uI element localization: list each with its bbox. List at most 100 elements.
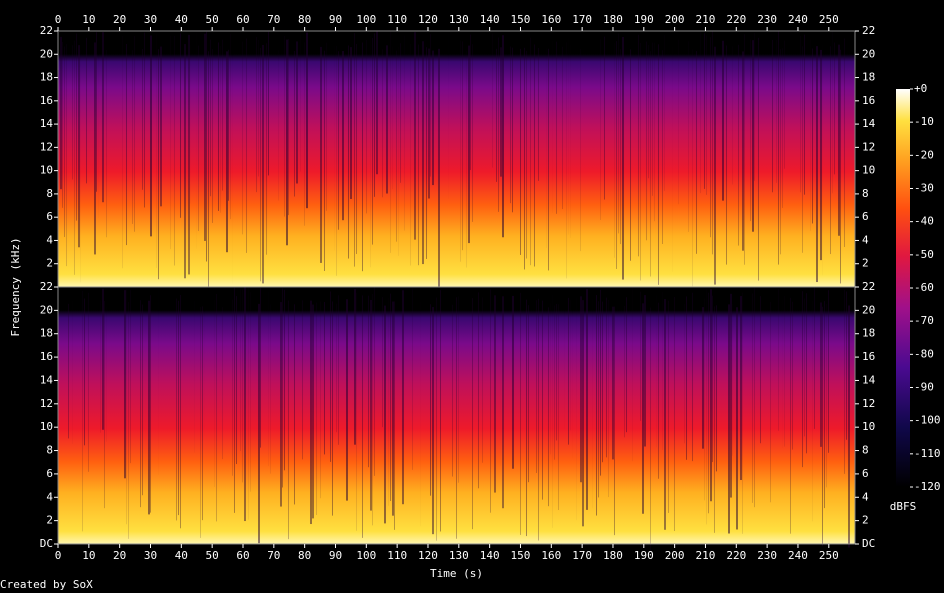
spectral-texture	[620, 49, 621, 245]
spectral-texture	[754, 33, 755, 181]
spectral-texture	[650, 51, 651, 277]
y-tick-label: 22	[40, 24, 53, 37]
spectral-texture	[846, 291, 847, 440]
spectral-texture	[96, 32, 97, 192]
spectral-texture	[440, 290, 441, 532]
y-tick-label: 12	[40, 140, 53, 153]
spectral-texture	[398, 46, 399, 256]
spectral-texture	[102, 32, 104, 203]
spectral-texture	[500, 47, 502, 177]
spectral-texture	[538, 298, 539, 541]
spectral-texture	[304, 42, 305, 226]
x-tick-label: 20	[113, 549, 126, 562]
spectral-texture	[268, 292, 269, 466]
spectral-texture	[336, 45, 337, 276]
spectral-texture	[122, 35, 123, 269]
spectral-texture	[88, 292, 89, 472]
spectral-texture	[228, 49, 229, 201]
spectral-texture	[72, 45, 73, 180]
y-tick-label: 14	[40, 117, 54, 130]
spectral-texture	[404, 35, 405, 231]
spectral-texture	[382, 297, 383, 428]
spectral-texture	[530, 37, 531, 266]
spectral-texture	[342, 50, 344, 221]
x-tick-label: 160	[541, 549, 561, 562]
spectral-texture	[244, 287, 246, 522]
spectral-texture	[76, 33, 77, 221]
spectral-texture	[534, 44, 535, 267]
spectral-texture	[638, 34, 639, 257]
spectral-texture	[222, 307, 223, 460]
spectral-texture	[678, 39, 679, 205]
spectral-texture	[250, 292, 251, 492]
spectral-texture	[830, 46, 831, 255]
y-tick-label: 2	[862, 514, 869, 527]
spectral-texture	[130, 290, 131, 464]
spectral-texture	[382, 49, 383, 198]
spectral-texture	[750, 39, 751, 222]
spectral-texture	[206, 31, 207, 262]
y-tick-label: 6	[46, 210, 53, 223]
spectral-texture	[392, 46, 393, 190]
spectral-texture	[604, 36, 605, 200]
spectral-texture	[550, 303, 551, 455]
spectral-texture	[614, 42, 615, 258]
spectral-texture	[220, 46, 221, 213]
spectral-texture	[126, 289, 127, 525]
spectral-texture	[810, 39, 811, 231]
spectral-texture	[752, 293, 753, 503]
y-tick-label: 8	[46, 444, 53, 457]
spectral-texture	[216, 293, 217, 522]
spectral-texture	[140, 300, 141, 508]
colorbar-label: dBFS	[890, 500, 917, 513]
spectral-texture	[422, 41, 424, 265]
colorbar-tick-label: -60	[914, 281, 934, 294]
spectral-texture	[256, 36, 257, 193]
spectral-texture	[204, 300, 205, 436]
spectral-texture	[288, 300, 289, 540]
spectral-texture	[608, 299, 609, 498]
spectral-texture	[222, 39, 223, 191]
spectral-texture	[742, 51, 744, 251]
y-tick-label: 8	[46, 187, 53, 200]
spectral-texture	[432, 50, 434, 186]
spectral-texture	[334, 46, 335, 251]
spectral-texture	[658, 44, 659, 285]
spectral-texture	[262, 44, 264, 284]
spectral-texture	[644, 295, 646, 447]
spectral-texture	[194, 301, 195, 453]
spectral-texture	[294, 304, 295, 505]
x-tick-label: 160	[541, 13, 561, 26]
spectral-texture	[784, 40, 785, 169]
y-tick-label: 14	[862, 117, 876, 130]
spectral-texture	[696, 51, 697, 254]
y-tick-label: 6	[862, 210, 869, 223]
spectral-texture	[158, 287, 159, 475]
spectral-texture	[626, 297, 627, 433]
spectral-texture	[400, 43, 401, 183]
spectral-texture	[552, 294, 553, 528]
x-tick-label: 180	[603, 13, 623, 26]
spectral-texture	[320, 301, 321, 499]
y-tick-label: 2	[862, 257, 869, 270]
spectral-texture	[184, 44, 186, 279]
spectral-texture	[366, 39, 367, 214]
spectral-texture	[232, 47, 233, 284]
spectral-texture	[752, 40, 754, 232]
x-tick-label: 50	[206, 13, 219, 26]
spectral-texture	[848, 305, 850, 548]
spectral-texture	[64, 46, 65, 238]
spectral-texture	[802, 291, 803, 468]
x-tick-label: 40	[175, 13, 188, 26]
spectral-texture	[556, 41, 557, 214]
spectral-texture	[302, 300, 303, 460]
spectral-texture	[158, 49, 159, 280]
y-tick-label: 20	[40, 303, 53, 316]
spectral-texture	[704, 33, 705, 189]
spectral-texture	[232, 299, 233, 476]
spectral-texture	[240, 288, 241, 452]
spectral-texture	[102, 288, 104, 430]
spectral-texture	[500, 287, 501, 466]
spectral-texture	[576, 298, 577, 521]
x-axis-label: Time (s)	[430, 567, 483, 580]
